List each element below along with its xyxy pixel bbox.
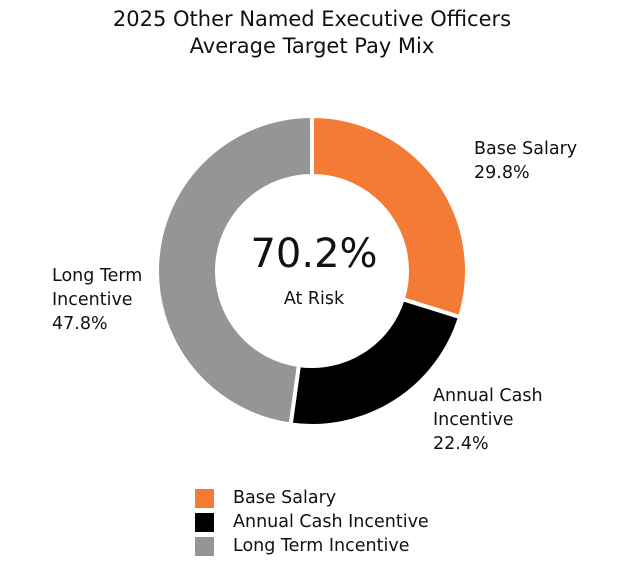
chart-title-line-1: 2025 Other Named Executive Officers	[112, 7, 512, 31]
legend-item-annual-cash-incentive: Annual Cash Incentive	[195, 510, 429, 534]
slice-label-name-line: Annual Cash	[433, 386, 543, 406]
center-at-risk-value: 70.2%	[250, 231, 378, 277]
legend-label: Long Term Incentive	[233, 536, 410, 556]
slice-base-salary	[310, 113, 469, 320]
slice-label-base-salary: Base Salary 29.8%	[474, 137, 577, 185]
chart-legend: Base Salary Annual Cash Incentive Long T…	[195, 486, 429, 558]
chart-title: 2025 Other Named Executive Officers Aver…	[0, 6, 624, 60]
legend-swatch	[195, 512, 214, 532]
legend-label: Base Salary	[233, 488, 337, 508]
slice-long-term-incentive	[155, 113, 314, 427]
slice-label-value: 47.8%	[52, 314, 108, 334]
legend-swatch	[195, 488, 214, 508]
slice-annual-cash-incentive	[288, 296, 463, 428]
center-at-risk-caption: At Risk	[283, 289, 345, 309]
slice-label-name-line: Incentive	[433, 410, 514, 430]
slice-label-name-line: Long Term	[52, 266, 143, 286]
legend-item-long-term-incentive: Long Term Incentive	[195, 534, 429, 558]
legend-item-base-salary: Base Salary	[195, 486, 429, 510]
slice-label-value: 29.8%	[474, 163, 530, 183]
slice-label-name-line: Incentive	[52, 290, 133, 310]
slice-label-value: 22.4%	[433, 434, 489, 454]
slice-label-long-term-incentive: Long Term Incentive 47.8%	[52, 264, 142, 336]
legend-label: Annual Cash Incentive	[233, 512, 429, 532]
slice-label-annual-cash-incentive: Annual Cash Incentive 22.4%	[433, 384, 543, 456]
slice-label-name-line: Base Salary	[474, 139, 578, 159]
chart-title-line-2: Average Target Pay Mix	[189, 34, 435, 58]
legend-swatch	[195, 536, 214, 556]
